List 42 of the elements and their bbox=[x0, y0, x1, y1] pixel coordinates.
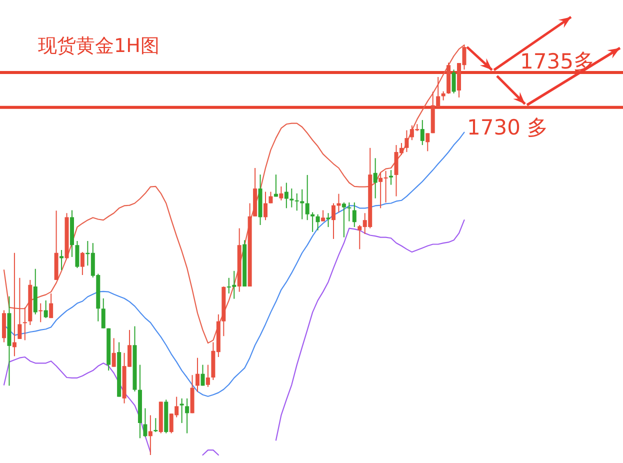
candlestick bbox=[143, 408, 148, 438]
candlestick bbox=[22, 306, 27, 341]
candlestick bbox=[452, 69, 456, 94]
candlestick bbox=[316, 214, 320, 231]
candlestick bbox=[75, 240, 80, 269]
candlestick bbox=[185, 398, 190, 434]
candlestick bbox=[321, 210, 326, 222]
candlestick bbox=[206, 364, 210, 388]
candlestick bbox=[284, 182, 288, 209]
candlestick bbox=[290, 188, 294, 208]
legend-label: 1730 多 bbox=[467, 115, 548, 140]
candlestick bbox=[264, 191, 268, 221]
candlestick bbox=[60, 250, 64, 271]
candlestick bbox=[352, 202, 356, 228]
ref-line-label: 1735多 bbox=[520, 49, 594, 74]
candlestick bbox=[426, 132, 430, 152]
candlestick bbox=[12, 252, 16, 357]
candlestick bbox=[44, 300, 48, 319]
candlestick bbox=[279, 186, 284, 201]
candlestick bbox=[148, 414, 152, 456]
candlestick bbox=[347, 202, 352, 222]
candlestick bbox=[49, 292, 54, 319]
candlestick bbox=[326, 212, 330, 228]
candlestick bbox=[18, 277, 22, 340]
chart-title: 现货黄金1H图 bbox=[38, 35, 160, 57]
candlestick bbox=[310, 212, 315, 232]
candlestick bbox=[268, 191, 273, 204]
candlestick bbox=[441, 90, 446, 101]
candlestick bbox=[180, 398, 184, 424]
candlestick bbox=[389, 170, 394, 186]
candlestick bbox=[80, 252, 84, 276]
candlestick bbox=[404, 130, 409, 153]
candlestick bbox=[112, 338, 116, 368]
candlestick bbox=[38, 302, 43, 323]
candlestick bbox=[342, 202, 346, 238]
candlestick bbox=[196, 357, 200, 392]
candlestick bbox=[373, 158, 378, 199]
candlestick bbox=[331, 202, 336, 240]
candlestick bbox=[305, 174, 310, 221]
candlestick bbox=[101, 298, 106, 329]
candlestick bbox=[420, 120, 424, 146]
candlestick bbox=[200, 364, 205, 386]
